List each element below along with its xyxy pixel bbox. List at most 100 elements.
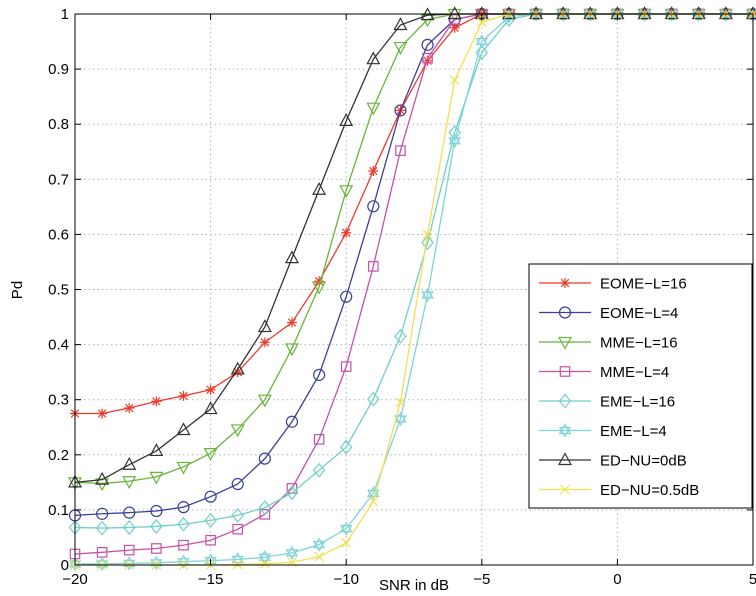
data-point <box>637 6 652 20</box>
y-tick-label: 0 <box>61 557 69 574</box>
data-point <box>340 290 353 303</box>
legend-marker <box>560 484 570 495</box>
data-point <box>340 361 352 372</box>
data-point <box>449 14 460 25</box>
data-point <box>339 525 353 536</box>
data-point <box>149 471 164 485</box>
data-point <box>664 6 679 20</box>
data-point <box>312 462 326 478</box>
data-point <box>368 261 379 272</box>
data-point <box>123 506 136 519</box>
data-point <box>122 520 136 535</box>
data-point <box>259 337 270 348</box>
x-tick-label: −20 <box>62 571 87 588</box>
data-point <box>475 45 489 60</box>
y-tick-label: 0.5 <box>48 282 69 299</box>
data-point <box>368 166 379 177</box>
data-point <box>638 10 651 22</box>
data-point <box>314 276 325 287</box>
data-point <box>177 501 190 514</box>
data-point <box>122 456 137 470</box>
data-point <box>718 6 733 20</box>
data-point <box>150 504 163 518</box>
data-point <box>367 489 380 501</box>
data-point <box>556 10 570 22</box>
x-axis-label: SNR in dB <box>379 577 449 594</box>
data-point <box>205 384 216 395</box>
data-point <box>258 550 272 561</box>
data-point <box>204 490 217 503</box>
y-tick-label: 1 <box>61 6 69 23</box>
data-point <box>475 37 489 49</box>
data-point <box>232 367 243 378</box>
data-point <box>176 461 191 475</box>
legend-label: EOME−L=4 <box>600 305 678 322</box>
data-point <box>421 287 434 299</box>
data-point <box>257 319 272 333</box>
x-tick-label: −15 <box>198 571 223 588</box>
legend-marker <box>558 423 572 435</box>
data-point <box>231 555 244 567</box>
data-point <box>394 411 407 423</box>
data-point <box>719 10 733 22</box>
x-tick-label: 5 <box>749 571 756 588</box>
data-point <box>258 500 272 516</box>
data-point <box>286 317 297 328</box>
y-tick-label: 0.3 <box>48 392 69 409</box>
data-point <box>422 52 433 64</box>
legend-label: MME−L=4 <box>600 364 669 381</box>
data-point <box>448 137 461 148</box>
data-point <box>366 102 381 116</box>
legend-item: ED−NU=0dB <box>539 452 687 470</box>
legend-item: EME−L=4 <box>539 423 667 440</box>
data-point <box>285 485 299 501</box>
data-point <box>312 182 327 195</box>
data-point <box>96 507 109 520</box>
legend-marker <box>557 452 573 466</box>
legend-marker <box>559 366 571 377</box>
data-point <box>447 6 462 20</box>
legend-label: MME−L=16 <box>600 335 678 352</box>
y-tick-label: 0.6 <box>48 226 69 243</box>
x-tick-label: 0 <box>613 571 621 588</box>
y-tick-label: 0.8 <box>48 116 69 133</box>
legend-marker <box>560 278 570 288</box>
data-point <box>203 448 218 461</box>
data-point <box>150 559 163 570</box>
data-point <box>421 291 434 303</box>
data-point <box>122 476 137 490</box>
y-tick-label: 0.4 <box>48 337 69 354</box>
data-point <box>95 520 109 536</box>
legend-item: MME−L=4 <box>539 364 669 381</box>
data-point <box>367 200 380 213</box>
data-point <box>421 235 434 251</box>
data-point <box>665 10 678 22</box>
data-point <box>339 521 353 533</box>
data-point <box>232 523 244 535</box>
legend-marker <box>558 393 572 409</box>
data-point <box>395 397 406 408</box>
data-point <box>258 553 272 565</box>
data-point <box>394 415 407 427</box>
data-point <box>231 552 244 564</box>
data-point <box>395 145 406 156</box>
data-point <box>691 6 706 20</box>
data-point <box>314 551 325 562</box>
y-tick-label: 0.1 <box>48 502 69 519</box>
data-point <box>284 343 299 357</box>
data-point <box>150 519 163 534</box>
data-point <box>313 434 325 445</box>
data-point <box>367 391 380 407</box>
data-point <box>151 396 162 407</box>
data-point <box>124 402 135 413</box>
data-point <box>231 477 244 491</box>
data-point <box>285 545 299 557</box>
data-point <box>449 22 460 33</box>
data-point <box>178 390 189 401</box>
y-tick-label: 0.2 <box>48 447 69 464</box>
data-point <box>97 408 108 419</box>
data-point <box>232 559 243 570</box>
data-point <box>258 452 271 465</box>
data-point <box>529 6 544 20</box>
data-point <box>368 496 379 507</box>
